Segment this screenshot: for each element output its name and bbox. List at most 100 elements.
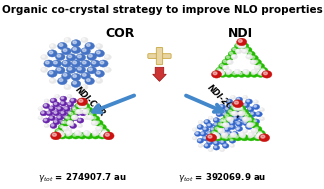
Circle shape bbox=[245, 48, 249, 50]
Circle shape bbox=[235, 106, 237, 108]
Circle shape bbox=[41, 112, 44, 114]
Circle shape bbox=[82, 85, 85, 87]
FancyBboxPatch shape bbox=[156, 47, 163, 65]
Circle shape bbox=[219, 71, 222, 73]
Circle shape bbox=[243, 121, 249, 126]
Circle shape bbox=[68, 121, 70, 123]
Circle shape bbox=[60, 111, 67, 116]
Circle shape bbox=[64, 127, 66, 129]
Text: NDI: NDI bbox=[228, 27, 253, 40]
Circle shape bbox=[91, 116, 100, 122]
Circle shape bbox=[237, 106, 239, 108]
Circle shape bbox=[87, 53, 97, 60]
Circle shape bbox=[247, 100, 249, 102]
Circle shape bbox=[238, 111, 245, 116]
Circle shape bbox=[78, 119, 81, 121]
Circle shape bbox=[245, 72, 249, 75]
Circle shape bbox=[105, 133, 113, 139]
Circle shape bbox=[68, 112, 71, 114]
Circle shape bbox=[62, 72, 71, 79]
Circle shape bbox=[242, 136, 245, 138]
Circle shape bbox=[54, 120, 57, 122]
Circle shape bbox=[91, 121, 98, 126]
Circle shape bbox=[235, 49, 242, 54]
Circle shape bbox=[204, 143, 210, 148]
Circle shape bbox=[68, 112, 77, 118]
Circle shape bbox=[207, 135, 216, 141]
Circle shape bbox=[197, 125, 203, 129]
Circle shape bbox=[88, 68, 92, 71]
Circle shape bbox=[77, 118, 84, 123]
Circle shape bbox=[261, 70, 263, 72]
Circle shape bbox=[214, 108, 216, 110]
Circle shape bbox=[220, 148, 225, 152]
Circle shape bbox=[207, 140, 213, 145]
Circle shape bbox=[209, 117, 211, 118]
Circle shape bbox=[77, 99, 83, 103]
Circle shape bbox=[76, 54, 86, 61]
Circle shape bbox=[243, 129, 248, 133]
Circle shape bbox=[193, 137, 195, 138]
Circle shape bbox=[67, 128, 72, 132]
Circle shape bbox=[238, 106, 242, 108]
Circle shape bbox=[226, 72, 229, 75]
Circle shape bbox=[234, 101, 242, 107]
Circle shape bbox=[72, 133, 80, 139]
Circle shape bbox=[204, 119, 210, 124]
Circle shape bbox=[220, 64, 223, 67]
Circle shape bbox=[237, 137, 238, 138]
Circle shape bbox=[95, 70, 104, 77]
Circle shape bbox=[52, 133, 60, 139]
Circle shape bbox=[234, 101, 238, 104]
Circle shape bbox=[224, 144, 226, 146]
Circle shape bbox=[60, 125, 67, 130]
Circle shape bbox=[71, 106, 78, 111]
Circle shape bbox=[79, 100, 83, 102]
Circle shape bbox=[255, 60, 258, 63]
Circle shape bbox=[99, 134, 103, 136]
Circle shape bbox=[251, 128, 258, 133]
Circle shape bbox=[214, 117, 219, 121]
Circle shape bbox=[231, 54, 237, 59]
Circle shape bbox=[237, 105, 246, 111]
Circle shape bbox=[43, 103, 50, 108]
Circle shape bbox=[212, 131, 215, 134]
Circle shape bbox=[84, 107, 89, 111]
Circle shape bbox=[252, 123, 255, 125]
Circle shape bbox=[214, 135, 217, 137]
Circle shape bbox=[260, 135, 269, 141]
Circle shape bbox=[213, 145, 220, 150]
Circle shape bbox=[47, 112, 50, 114]
Circle shape bbox=[213, 71, 221, 77]
Circle shape bbox=[71, 124, 74, 126]
Circle shape bbox=[208, 135, 212, 138]
Circle shape bbox=[220, 100, 225, 104]
Circle shape bbox=[248, 117, 251, 119]
Circle shape bbox=[95, 50, 104, 57]
Circle shape bbox=[75, 109, 82, 114]
Circle shape bbox=[257, 135, 259, 137]
Circle shape bbox=[50, 107, 52, 109]
Circle shape bbox=[240, 108, 243, 110]
Circle shape bbox=[78, 103, 85, 108]
Circle shape bbox=[240, 133, 243, 135]
Circle shape bbox=[240, 109, 249, 115]
Circle shape bbox=[60, 120, 67, 125]
Circle shape bbox=[231, 96, 233, 97]
Circle shape bbox=[249, 133, 251, 135]
Circle shape bbox=[214, 135, 222, 141]
Circle shape bbox=[192, 136, 197, 140]
Circle shape bbox=[255, 127, 258, 129]
Circle shape bbox=[90, 60, 100, 67]
Circle shape bbox=[208, 132, 210, 134]
Circle shape bbox=[93, 134, 96, 136]
Circle shape bbox=[246, 99, 252, 104]
Circle shape bbox=[242, 117, 249, 122]
Circle shape bbox=[236, 128, 240, 131]
Circle shape bbox=[53, 61, 57, 64]
Circle shape bbox=[75, 103, 83, 109]
Circle shape bbox=[58, 77, 67, 85]
Circle shape bbox=[201, 132, 204, 134]
Circle shape bbox=[74, 111, 81, 116]
Circle shape bbox=[73, 107, 75, 109]
